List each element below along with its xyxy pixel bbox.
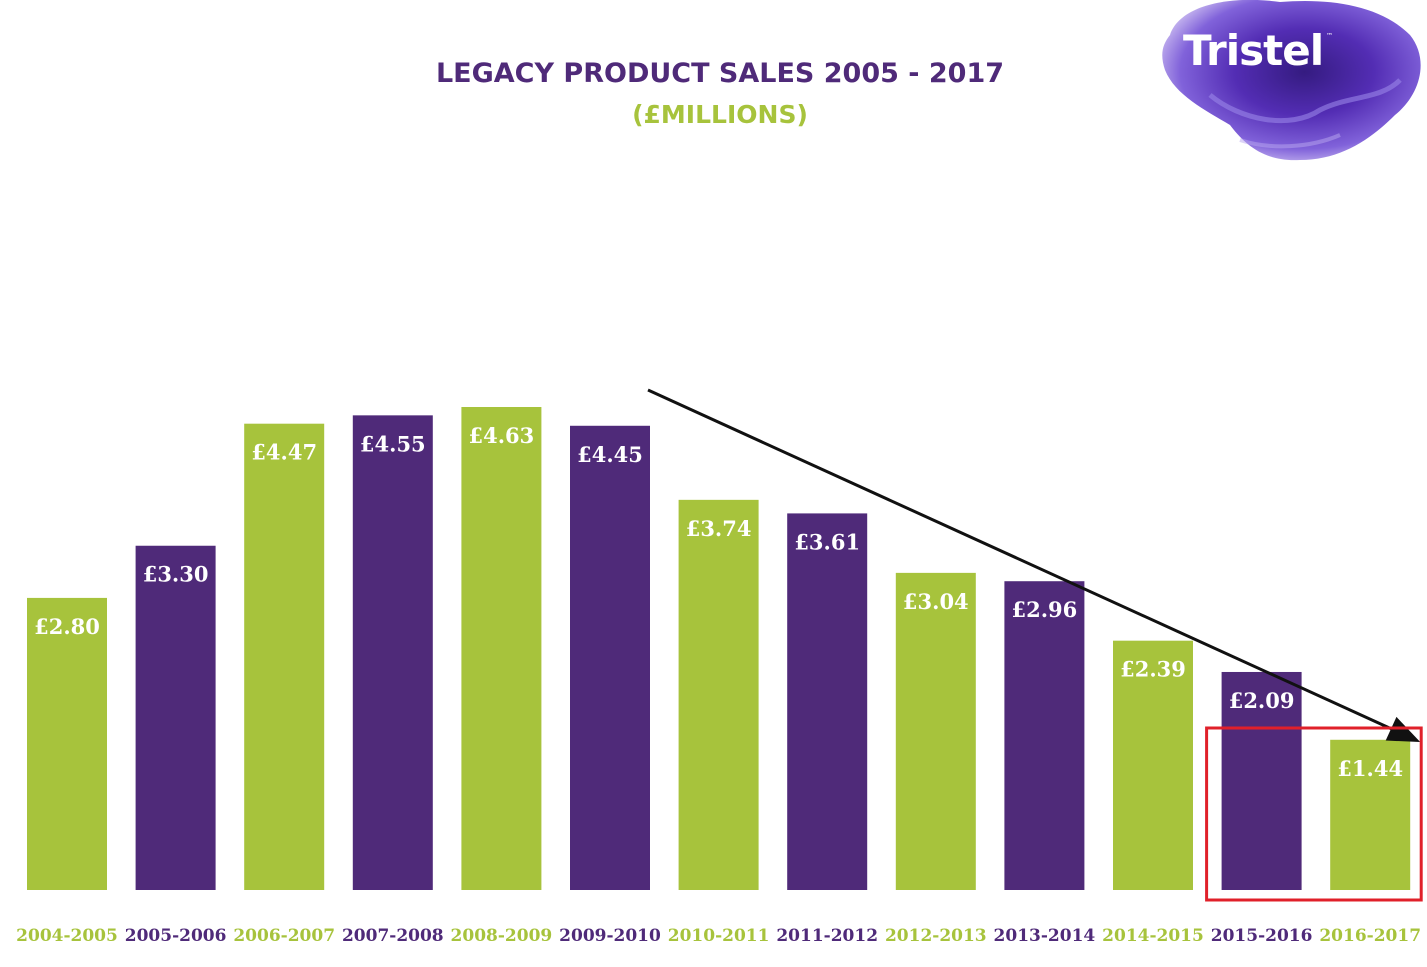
data-label: £3.04 [903, 589, 969, 614]
bar-2012-2013 [895, 572, 976, 890]
data-label: £3.74 [686, 516, 752, 541]
logo-text: Tristel [1183, 26, 1324, 75]
bar-2005-2006 [135, 545, 216, 890]
x-tick-label: 2010-2011 [668, 926, 770, 946]
x-tick-label: 2004-2005 [16, 926, 118, 946]
tristel-logo [1162, 0, 1421, 161]
x-tick-label: 2006-2007 [233, 926, 335, 946]
data-label: £2.09 [1229, 688, 1295, 713]
x-tick-label: 2007-2008 [342, 926, 444, 946]
bar-2004-2005 [27, 597, 107, 890]
bar-2013-2014 [1004, 581, 1085, 890]
bar-2011-2012 [787, 513, 868, 890]
bar-2010-2011 [678, 499, 759, 890]
data-label: £4.47 [251, 440, 317, 465]
x-tick-label: 2016-2017 [1319, 926, 1421, 946]
chart-subtitle: (£MILLIONS) [632, 100, 808, 129]
chart-title: LEGACY PRODUCT SALES 2005 - 2017 [435, 58, 1005, 89]
bar-2007-2008 [352, 415, 433, 890]
bar-2009-2010 [570, 425, 650, 890]
data-label: £1.44 [1337, 756, 1403, 781]
data-label: £3.30 [143, 562, 209, 587]
x-tick-label: 2014-2015 [1102, 926, 1204, 946]
bar-2016-2017 [1330, 739, 1411, 890]
x-tick-label: 2009-2010 [559, 926, 661, 946]
data-label: £3.61 [794, 529, 860, 554]
bar-2014-2015 [1113, 640, 1193, 890]
data-label: £2.39 [1120, 657, 1186, 682]
bar-2008-2009 [461, 407, 542, 890]
data-label: £4.63 [469, 423, 535, 448]
x-tick-label: 2011-2012 [776, 926, 878, 946]
x-tick-label: 2008-2009 [451, 926, 553, 946]
data-label: £2.80 [34, 614, 100, 639]
logo-trademark: ™ [1326, 32, 1333, 40]
data-label: £4.45 [577, 442, 643, 467]
x-tick-label: 2015-2016 [1211, 926, 1313, 946]
trend-arrow-line [647, 388, 1398, 733]
data-label: £4.55 [360, 431, 426, 456]
bar-2006-2007 [244, 423, 325, 890]
x-tick-label: 2012-2013 [885, 926, 987, 946]
data-label: £2.96 [1012, 597, 1078, 622]
bar-2015-2016 [1221, 671, 1302, 890]
x-tick-label: 2013-2014 [994, 926, 1096, 946]
x-tick-label: 2005-2006 [125, 926, 227, 946]
highlight-box [1205, 726, 1423, 902]
